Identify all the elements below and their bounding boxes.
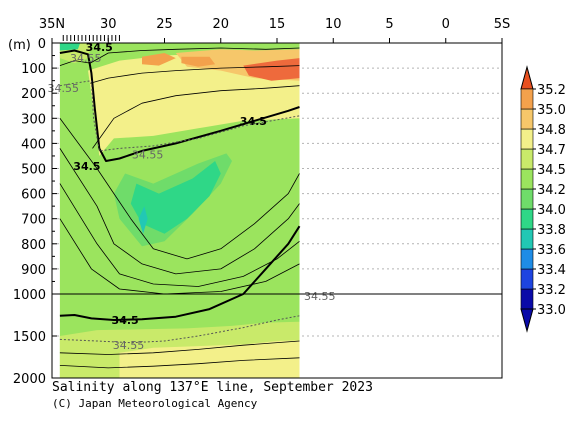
colorbar-swatch bbox=[520, 208, 534, 230]
y-tick-label: 300 bbox=[21, 112, 46, 127]
contour-thin-7 bbox=[92, 85, 300, 149]
depth-unit-label: (m) bbox=[8, 38, 31, 53]
colorbar-swatch bbox=[520, 188, 534, 210]
contour-label: 34.5 bbox=[73, 160, 100, 173]
colorbar: 33.0 33.2 33.4 33.6 33.8 34.0 34.2 34.5 34.7 34.8… bbox=[520, 65, 566, 333]
colorbar-label: 34.7 bbox=[537, 143, 566, 158]
field-high-salinity-patch-3 bbox=[243, 58, 300, 81]
field-high-salinity-patch-1 bbox=[142, 53, 176, 66]
x-tick-label: 5 bbox=[385, 17, 393, 32]
field-deep-saline-core bbox=[119, 340, 300, 378]
y-tick-label: 800 bbox=[21, 238, 46, 253]
colorbar-under-triangle bbox=[520, 308, 534, 333]
x-tick-label: 20 bbox=[212, 17, 229, 32]
x-tick-label: 10 bbox=[325, 17, 342, 32]
contour-34-5-upper bbox=[59, 49, 300, 162]
colorbar-label: 35.0 bbox=[537, 103, 566, 118]
field-high-salinity-patch-2 bbox=[181, 56, 216, 67]
y-tick-label: 1000 bbox=[13, 288, 46, 303]
field-coastal-fresh bbox=[59, 43, 81, 51]
colorbar-label: 34.8 bbox=[537, 123, 566, 138]
colorbar-label: 35.2 bbox=[537, 83, 566, 98]
field-intermediate-core bbox=[130, 161, 221, 234]
contour-thin-9 bbox=[59, 47, 300, 66]
contour-label: 34.55 bbox=[113, 339, 145, 352]
colorbar-over-triangle bbox=[520, 65, 534, 90]
x-tick-label: 35N bbox=[39, 17, 65, 32]
y-tick-label: 100 bbox=[21, 62, 46, 77]
contour-34-55-upper bbox=[59, 80, 300, 152]
chart-title: Salinity along 137°E line, September 202… bbox=[52, 380, 373, 395]
contour-label: 34.55 bbox=[70, 52, 102, 65]
contour-thin-5 bbox=[59, 340, 300, 355]
contour-lines bbox=[59, 47, 301, 369]
contour-thin-2 bbox=[59, 148, 300, 275]
contour-label: 34.55 bbox=[48, 82, 80, 95]
colorbar-label: 33.2 bbox=[537, 283, 566, 298]
colorbar-label: 33.8 bbox=[537, 223, 566, 238]
y-tick-label: 500 bbox=[21, 163, 46, 178]
colorbar-label: 34.2 bbox=[537, 183, 566, 198]
contour-thin-1 bbox=[59, 118, 300, 260]
x-tick-label: 15 bbox=[269, 17, 286, 32]
field-saline-tongue bbox=[88, 53, 300, 156]
y-tick-label: 200 bbox=[21, 87, 46, 102]
y-tick-label: 700 bbox=[21, 213, 46, 228]
y-tick-label: 400 bbox=[21, 137, 46, 152]
y-tick-label: 0 bbox=[38, 37, 46, 52]
contour-label: 34.5 bbox=[112, 314, 139, 327]
y-tick-label: 900 bbox=[21, 263, 46, 278]
colorbar-swatch bbox=[520, 108, 534, 130]
contour-labels: 34.534.5534.5534.534.534.5534.5534.534.5… bbox=[48, 41, 336, 352]
contour-label: 34.5 bbox=[240, 115, 267, 128]
x-tick-label: 5S bbox=[494, 17, 511, 32]
x-tick-label: 30 bbox=[100, 17, 117, 32]
colorbar-swatch bbox=[520, 168, 534, 190]
x-tick-label: 25 bbox=[156, 17, 173, 32]
colorbar-swatch bbox=[520, 228, 534, 250]
colorbar-swatch bbox=[520, 148, 534, 170]
contour-label: 34.55 bbox=[132, 149, 164, 162]
salinity-field bbox=[59, 43, 300, 378]
colorbar-swatch bbox=[520, 88, 534, 110]
x-tick-label: 0 bbox=[442, 17, 450, 32]
contour-thin-8 bbox=[90, 65, 300, 84]
contour-label: 34.5 bbox=[86, 41, 113, 54]
colorbar-label: 34.0 bbox=[537, 203, 566, 218]
axes: 35N 30 25 20 15 10 5 0 5S 0 100 200 300 400 500 600 700 8… bbox=[13, 17, 510, 387]
colorbar-swatch bbox=[520, 268, 534, 290]
y-tick-label: 1500 bbox=[13, 330, 46, 345]
colorbar-label: 33.0 bbox=[537, 303, 566, 318]
y-tick-label: 600 bbox=[21, 188, 46, 203]
contour-34-55-deep bbox=[59, 315, 300, 344]
contour-label: 34.55 bbox=[304, 290, 336, 303]
colorbar-label: 33.6 bbox=[537, 243, 566, 258]
contour-thin-6 bbox=[59, 357, 300, 369]
credit-line: (C) Japan Meteorological Agency bbox=[52, 397, 258, 410]
colorbar-swatch bbox=[520, 288, 534, 310]
y-tick-label: 2000 bbox=[13, 372, 46, 387]
contour-thin-3 bbox=[59, 183, 300, 287]
colorbar-swatch bbox=[520, 248, 534, 270]
colorbar-swatch bbox=[520, 128, 534, 150]
field-intermediate-eddy bbox=[138, 206, 148, 234]
colorbar-label: 34.5 bbox=[537, 163, 566, 178]
colorbar-label: 33.4 bbox=[537, 263, 566, 278]
